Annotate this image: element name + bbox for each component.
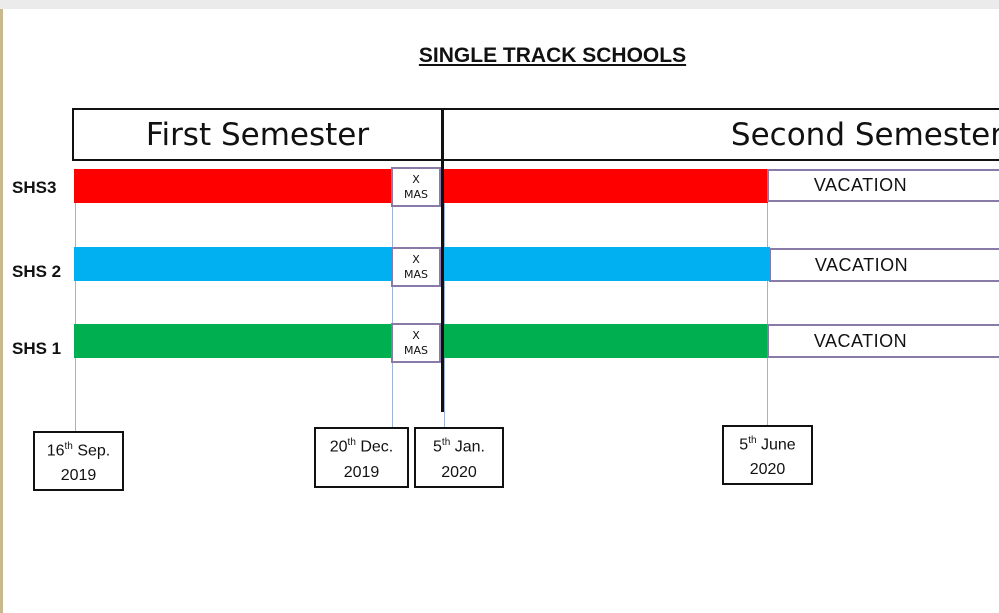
vacation-label: VACATION [813,175,908,195]
left-edge [0,9,3,613]
shs3-first-semester-bar [74,169,394,203]
guide-line-sep [75,200,76,432]
xmas-line2: MAS [404,188,428,201]
row-label-shs3: SHS3 [12,178,57,197]
xmas-line2: MAS [404,344,428,357]
date-jan-line1: 5th Jan. [433,437,485,456]
first-semester-header: First Semester [72,108,443,161]
date-box-dec: 20th Dec. 2019 [314,427,409,488]
top-border [0,0,999,9]
date-box-start: 16th Sep. 2019 [33,431,124,491]
shs1-xmas-box: X MAS [391,323,441,363]
shs1-second-semester-bar [444,324,768,358]
date-june-year: 2020 [749,461,786,479]
date-dec-line1: 20th Dec. [329,437,394,456]
semester-divider [441,108,444,412]
row-label-shs2: SHS 2 [12,262,62,281]
date-box-jan: 5th Jan. 2020 [414,427,504,488]
date-start-line1: 16th Sep. [46,440,111,460]
date-jan-year: 2020 [441,463,477,481]
guide-line-jan [444,200,445,432]
shs3-vacation-box: VACATION [767,169,999,202]
xmas-line1: X [412,253,420,266]
guide-line-dec [392,200,393,432]
shs2-vacation-box: VACATION [769,248,999,282]
shs3-second-semester-bar [444,169,768,203]
date-box-june: 5th June 2020 [722,425,813,485]
second-semester-header: Second Semester [441,108,999,161]
first-semester-label: First Semester [145,116,370,153]
shs3-xmas-box: X MAS [391,167,441,207]
date-june-line1: 5th June [739,434,796,454]
second-semester-label: Second Semester [730,116,999,153]
date-dec-year: 2019 [343,463,380,481]
shs2-first-semester-bar [74,247,394,281]
diagram-title: SINGLE TRACK SCHOOLS [418,44,687,67]
shs1-vacation-box: VACATION [767,324,999,358]
shs1-first-semester-bar [74,324,394,358]
xmas-line2: MAS [404,268,428,281]
guide-line-june [767,200,768,428]
xmas-line1: X [412,173,420,186]
shs2-xmas-box: X MAS [391,247,441,287]
row-label-shs1: SHS 1 [12,339,62,358]
vacation-label: VACATION [813,330,908,351]
shs2-second-semester-bar [444,247,770,281]
date-start-year: 2019 [60,467,97,485]
xmas-line1: X [412,329,420,342]
vacation-label: VACATION [814,254,909,275]
